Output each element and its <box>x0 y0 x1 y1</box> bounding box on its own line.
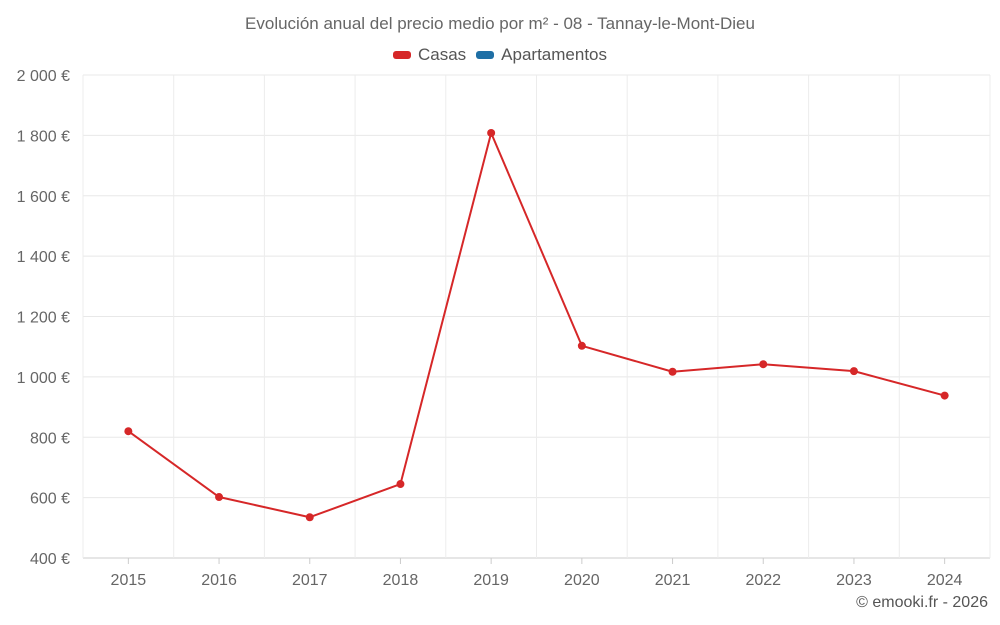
legend-item-casas[interactable]: Casas <box>392 45 467 65</box>
y-tick-label: 800 € <box>30 430 70 447</box>
x-tick-label: 2021 <box>655 572 691 589</box>
data-point <box>396 480 405 489</box>
chart-title: Evolución anual del precio medio por m² … <box>245 14 755 33</box>
x-tick-label: 2024 <box>927 572 963 589</box>
data-point <box>849 367 858 376</box>
data-point <box>759 360 768 369</box>
x-tick-label: 2016 <box>201 572 237 589</box>
y-tick-label: 1 800 € <box>17 128 70 145</box>
y-tick-label: 1 200 € <box>17 310 70 327</box>
y-tick-label: 1 000 € <box>17 370 70 387</box>
y-tick-label: 1 600 € <box>17 189 70 206</box>
legend-swatch-casas <box>392 51 411 59</box>
legend: Casas Apartamentos <box>0 45 1000 65</box>
legend-item-apartamentos[interactable]: Apartamentos <box>476 45 607 65</box>
x-tick-label: 2023 <box>836 572 872 589</box>
data-point <box>577 341 586 350</box>
x-tick-label: 2022 <box>745 572 781 589</box>
data-point <box>215 493 224 502</box>
x-tick-label: 2019 <box>473 572 509 589</box>
legend-swatch-apartamentos <box>476 51 495 59</box>
credit-text: © emooki.fr - 2026 <box>856 594 988 611</box>
y-tick-label: 400 € <box>30 551 70 568</box>
data-point <box>940 391 949 400</box>
x-tick-label: 2020 <box>564 572 600 589</box>
legend-label-casas: Casas <box>417 45 467 64</box>
data-point <box>487 128 496 137</box>
x-tick-label: 2017 <box>292 572 328 589</box>
x-tick-label: 2015 <box>111 572 147 589</box>
data-point <box>305 513 314 522</box>
data-point <box>124 427 133 436</box>
series-line-casas <box>127 131 945 519</box>
data-point <box>668 367 677 376</box>
x-tick-label: 2018 <box>383 572 419 589</box>
y-tick-label: 2 000 € <box>17 68 70 85</box>
y-tick-label: 600 € <box>30 491 70 508</box>
y-tick-label: 1 400 € <box>17 249 70 266</box>
legend-label-apartamentos: Apartamentos <box>501 45 608 64</box>
